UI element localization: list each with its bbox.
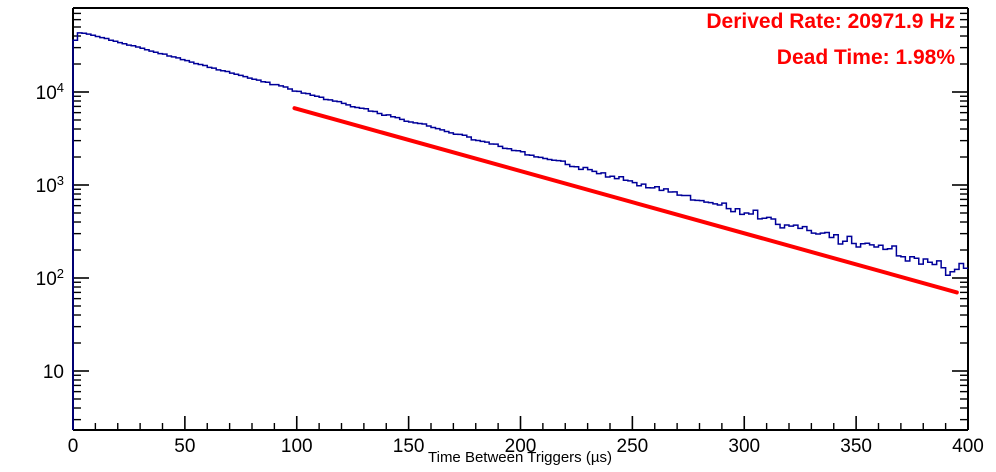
x-tick-label: 50 — [174, 436, 195, 457]
dead-time-annotation: Dead Time: 1.98% — [777, 46, 956, 69]
x-tick-label: 300 — [728, 436, 760, 457]
svg-text:102: 102 — [36, 266, 64, 290]
x-tick-label: 0 — [68, 436, 79, 457]
y-tick-label: 104 — [36, 80, 64, 104]
x-axis-ticks — [72, 416, 969, 430]
plot-frame — [72, 7, 969, 431]
svg-text:103: 103 — [36, 173, 64, 197]
x-axis-tick-labels: 0 50 100 150 200 250 300 350 400 — [68, 436, 984, 457]
y-axis-ticks — [73, 7, 968, 421]
y-tick-label: 102 — [36, 266, 64, 290]
x-tick-label: 200 — [505, 436, 537, 457]
x-tick-label: 400 — [952, 436, 984, 457]
y-tick-label: 10 — [43, 362, 64, 383]
derived-rate-annotation: Derived Rate: 20971.9 Hz — [706, 10, 955, 33]
x-tick-label: 250 — [617, 436, 649, 457]
x-tick-label: 150 — [393, 436, 425, 457]
y-tick-label: 103 — [36, 173, 64, 197]
histogram-series — [72, 32, 968, 430]
exponential-fit-line — [292, 106, 959, 295]
svg-text:104: 104 — [36, 80, 64, 104]
x-axis-title: Time Between Triggers (µs) — [428, 449, 612, 466]
y-axis-tick-labels: 10 102 103 104 — [36, 80, 64, 383]
x-tick-label: 350 — [840, 436, 872, 457]
x-tick-label: 100 — [281, 436, 313, 457]
svg-text:10: 10 — [43, 362, 64, 383]
